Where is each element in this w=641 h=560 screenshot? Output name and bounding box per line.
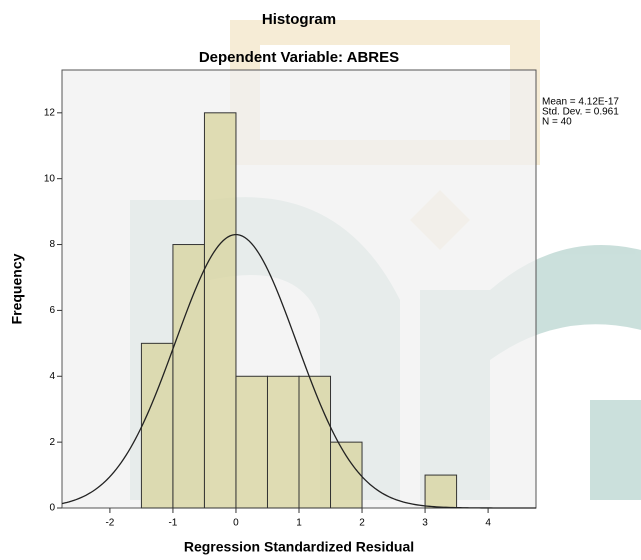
x-tick-label: -2: [105, 518, 114, 529]
y-tick-label: 2: [49, 437, 55, 448]
bar: [236, 376, 268, 508]
chart-title: Histogram: [262, 11, 336, 28]
y-tick-label: 8: [49, 239, 55, 250]
bar: [299, 376, 331, 508]
x-tick-label: 2: [359, 518, 365, 529]
watermark-shape: [590, 400, 641, 500]
bar: [173, 245, 205, 508]
x-tick-label: 1: [296, 518, 302, 529]
bar: [267, 376, 299, 508]
bar: [141, 343, 173, 508]
y-tick-label: 10: [44, 173, 56, 184]
y-tick-label: 12: [44, 107, 56, 118]
y-tick-label: 0: [49, 503, 55, 514]
bar: [331, 442, 363, 508]
bar: [425, 475, 457, 508]
y-axis-label: Frequency: [9, 253, 25, 324]
x-tick-label: 3: [422, 518, 428, 529]
y-tick-label: 6: [49, 305, 55, 316]
y-tick-label: 4: [49, 371, 55, 382]
chart: Histogram Dependent Variable: ABRES Regr…: [0, 0, 641, 560]
x-tick-label: 0: [233, 518, 239, 529]
bar: [204, 113, 236, 508]
chart-subtitle: Dependent Variable: ABRES: [199, 49, 399, 66]
stats-label: N = 40: [542, 117, 572, 128]
x-tick-label: -1: [168, 518, 177, 529]
x-tick-label: 4: [485, 518, 491, 529]
x-axis-label: Regression Standardized Residual: [184, 539, 414, 555]
